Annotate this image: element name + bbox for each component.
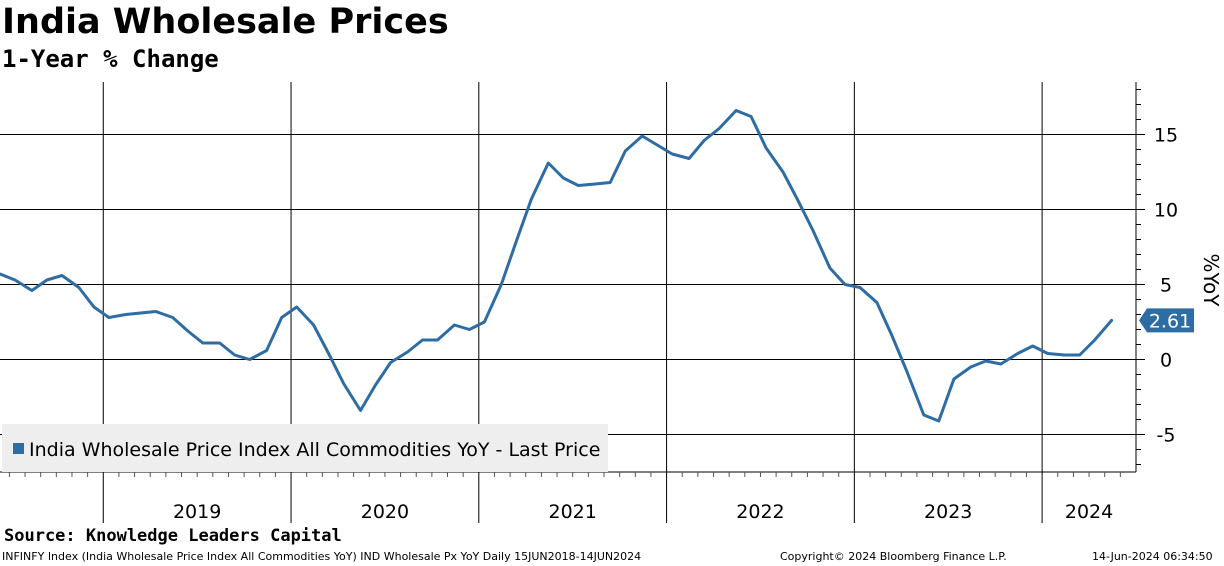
- y-tick-label: 0: [1160, 350, 1172, 372]
- x-year-label: 2019: [173, 501, 221, 523]
- last-value-tag: [1139, 308, 1194, 333]
- y-axis-title: %YoY: [1199, 253, 1223, 307]
- chart-title: India Wholesale Prices: [2, 2, 449, 42]
- footer-timestamp: 14-Jun-2024 06:34:50: [1092, 550, 1213, 563]
- source-note: Source: Knowledge Leaders Capital: [4, 526, 342, 546]
- x-year-label: 2023: [924, 501, 972, 523]
- x-year-label: 2020: [361, 501, 409, 523]
- y-tick-label: 15: [1154, 125, 1178, 147]
- legend-box: [2, 424, 608, 472]
- y-tick-label: 5: [1160, 275, 1172, 297]
- legend-swatch: [13, 443, 24, 454]
- chart-subtitle: 1-Year % Change: [2, 45, 219, 73]
- footer-copyright: Copyright© 2024 Bloomberg Finance L.P.: [780, 550, 1007, 563]
- x-year-label: 2024: [1065, 501, 1113, 523]
- footer-index-info: INFINFY Index (India Wholesale Price Ind…: [2, 550, 642, 563]
- x-year-label: 2021: [549, 501, 597, 523]
- x-year-label: 2022: [736, 501, 784, 523]
- y-tick-label: 10: [1154, 200, 1178, 222]
- series-line: [0, 109, 1114, 423]
- y-tick-label: -5: [1157, 425, 1176, 447]
- last-value-label: 2.61: [1149, 310, 1191, 332]
- legend-label: India Wholesale Price Index All Commodit…: [29, 439, 600, 461]
